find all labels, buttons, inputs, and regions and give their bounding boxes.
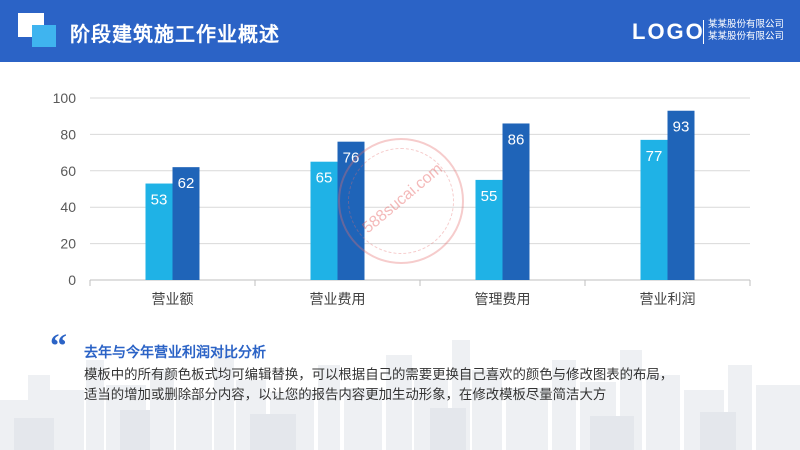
city-skyline-background (0, 340, 800, 450)
quote-icon: “ (50, 328, 67, 365)
y-tick-label: 20 (60, 236, 76, 252)
bar-value-label: 65 (316, 170, 333, 187)
y-tick-label: 100 (53, 90, 77, 106)
bar-value-label: 93 (673, 119, 690, 136)
page-title: 阶段建筑施工作业概述 (70, 22, 280, 46)
x-category-label: 营业费用 (310, 292, 366, 308)
bar-value-label: 55 (481, 188, 498, 205)
company-name-line-1: 某某股份有限公司 (708, 19, 785, 30)
bar (172, 167, 200, 280)
bar (475, 179, 503, 280)
title-squares-icon (18, 13, 58, 49)
bar-value-label: 62 (178, 175, 195, 192)
bar (640, 139, 668, 280)
y-tick-label: 60 (60, 163, 76, 179)
y-tick-label: 0 (68, 272, 76, 288)
logo: LOGO (632, 19, 705, 44)
company-name-line-2: 某某股份有限公司 (708, 31, 785, 42)
bar (310, 161, 338, 280)
x-category-label: 营业利润 (640, 292, 696, 308)
logo-divider (703, 20, 704, 44)
description-line-2: 适当的增加或删除部分内容，以让您的报告内容更加生动形象，在修改模板尽量简洁大方 (84, 388, 607, 403)
x-category-label: 营业额 (152, 292, 194, 308)
bar-value-label: 53 (151, 192, 168, 209)
x-category-label: 管理费用 (475, 292, 531, 308)
description-line-1: 模板中的所有颜色板式均可编辑替换，可以根据自己的需要更换自己喜欢的颜色与修改图表… (84, 368, 674, 383)
bar (145, 183, 173, 280)
bar (502, 123, 530, 280)
bar-value-label: 77 (646, 148, 663, 165)
watermark-stamp: 588sucai.com (338, 138, 464, 264)
y-tick-label: 80 (60, 126, 76, 142)
company-name: 某某股份有限公司 某某股份有限公司 (708, 19, 784, 43)
bar (667, 110, 695, 280)
header-bar: 阶段建筑施工作业概述 LOGO 某某股份有限公司 某某股份有限公司 (0, 0, 800, 62)
bar-value-label: 86 (508, 131, 525, 148)
section-heading: 去年与今年营业利润对比分析 (84, 345, 266, 361)
y-tick-label: 40 (60, 199, 76, 215)
description-text: 模板中的所有颜色板式均可编辑替换，可以根据自己的需要更换自己喜欢的颜色与修改图表… (84, 366, 764, 406)
